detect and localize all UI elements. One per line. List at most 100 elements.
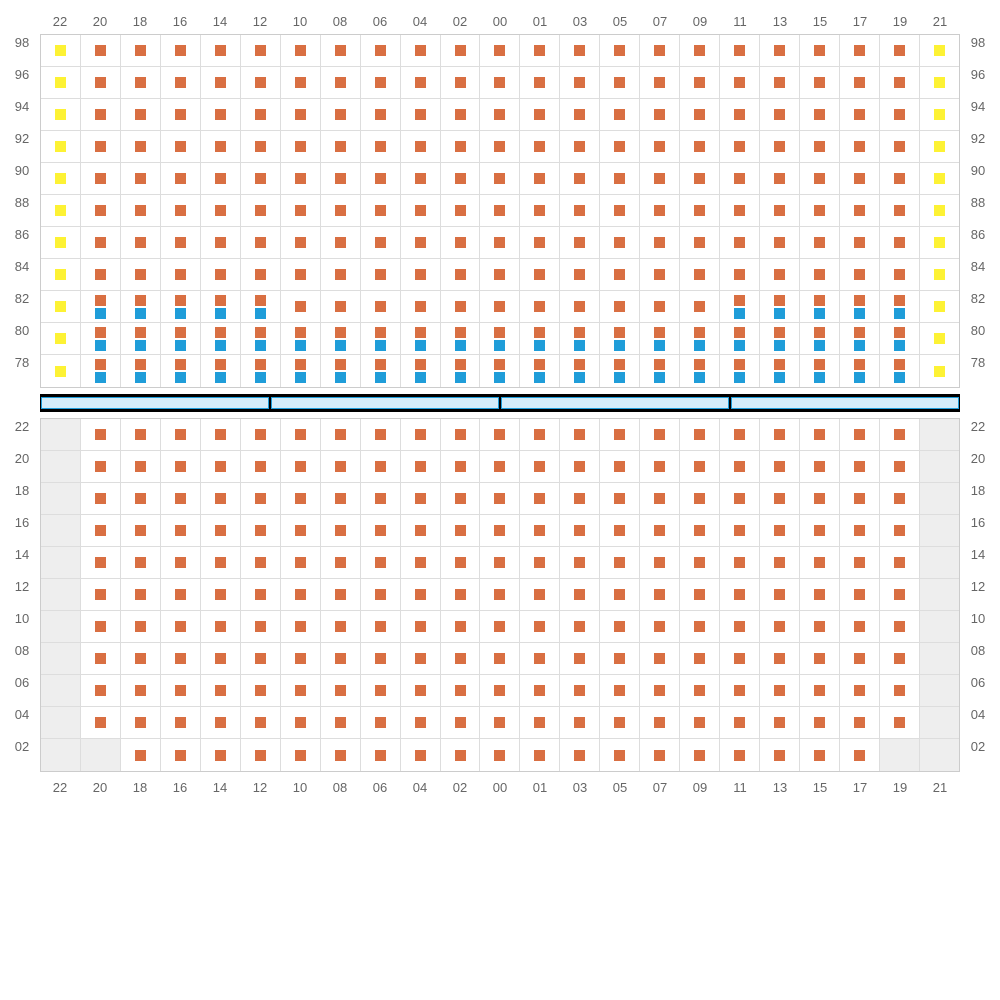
seat[interactable] [295,525,306,536]
seat-cell[interactable] [840,675,880,706]
seat[interactable] [934,333,945,344]
seat-cell[interactable] [720,707,760,738]
seat-cell[interactable] [600,291,640,322]
seat[interactable] [415,717,426,728]
seat[interactable] [574,359,585,370]
seat[interactable] [255,589,266,600]
seat[interactable] [894,327,905,338]
seat-cell[interactable] [441,227,481,258]
seat-cell[interactable] [441,35,481,66]
seat-cell[interactable] [401,515,441,546]
seat[interactable] [814,269,825,280]
seat-cell[interactable] [41,259,81,290]
seat-cell[interactable] [600,675,640,706]
seat-cell[interactable] [161,227,201,258]
seat-cell[interactable] [121,291,161,322]
seat[interactable] [614,77,625,88]
seat[interactable] [415,141,426,152]
seat-cell[interactable] [920,579,959,610]
seat-cell[interactable] [840,643,880,674]
seat-cell[interactable] [441,163,481,194]
seat[interactable] [814,750,825,761]
seat-cell[interactable] [880,579,920,610]
seat-cell[interactable] [520,579,560,610]
seat[interactable] [614,45,625,56]
seat-cell[interactable] [321,547,361,578]
seat-cell[interactable] [640,515,680,546]
seat-cell[interactable] [81,163,121,194]
seat-cell[interactable] [241,643,281,674]
seat-cell[interactable] [81,291,121,322]
seat-cell[interactable] [680,67,720,98]
seat-cell[interactable] [241,259,281,290]
seat-cell[interactable] [321,451,361,482]
seat-cell[interactable] [840,227,880,258]
seat[interactable] [255,493,266,504]
seat-cell[interactable] [361,451,401,482]
seat-cell[interactable] [760,227,800,258]
seat-cell[interactable] [720,611,760,642]
seat[interactable] [694,429,705,440]
seat-cell[interactable] [680,675,720,706]
seat[interactable] [854,77,865,88]
seat-cell[interactable] [560,675,600,706]
seat-cell[interactable] [600,355,640,387]
seat[interactable] [55,141,66,152]
seat-cell[interactable] [640,323,680,354]
seat[interactable] [814,45,825,56]
seat-cell[interactable] [680,259,720,290]
seat-cell[interactable] [281,291,321,322]
seat[interactable] [734,621,745,632]
seat-cell[interactable] [361,355,401,387]
seat-cell[interactable] [281,99,321,130]
seat-cell[interactable] [680,611,720,642]
seat-cell[interactable] [41,99,81,130]
seat[interactable] [335,173,346,184]
seat[interactable] [175,269,186,280]
seat[interactable] [55,269,66,280]
seat[interactable] [95,269,106,280]
seat[interactable] [494,237,505,248]
seat-cell[interactable] [680,131,720,162]
seat[interactable] [574,301,585,312]
seat-cell[interactable] [201,547,241,578]
seat[interactable] [55,77,66,88]
seat-cell[interactable] [920,611,959,642]
seat[interactable] [95,173,106,184]
seat[interactable] [694,173,705,184]
seat-cell[interactable] [920,419,959,450]
seat-cell[interactable] [401,227,441,258]
seat[interactable] [854,461,865,472]
seat-cell[interactable] [201,35,241,66]
seat[interactable] [614,493,625,504]
seat-cell[interactable] [201,99,241,130]
seat-cell[interactable] [720,99,760,130]
seat[interactable] [295,205,306,216]
seat-cell[interactable] [161,547,201,578]
seat-cell[interactable] [720,451,760,482]
seat-cell[interactable] [640,67,680,98]
seat-cell[interactable] [201,163,241,194]
seat-cell[interactable] [41,131,81,162]
seat-cell[interactable] [520,163,560,194]
seat-cell[interactable] [800,291,840,322]
seat-cell[interactable] [121,355,161,387]
seat[interactable] [135,269,146,280]
seat[interactable] [814,237,825,248]
seat-cell[interactable] [121,675,161,706]
seat-cell[interactable] [361,227,401,258]
seat-cell[interactable] [520,547,560,578]
seat[interactable] [614,269,625,280]
seat-cell[interactable] [920,35,959,66]
seat-cell[interactable] [361,419,401,450]
seat-cell[interactable] [840,515,880,546]
seat-cell[interactable] [281,195,321,226]
seat[interactable] [574,327,585,338]
seat[interactable] [534,493,545,504]
seat[interactable] [854,141,865,152]
seat[interactable] [375,45,386,56]
seat-cell[interactable] [760,611,800,642]
seat[interactable] [335,237,346,248]
seat[interactable] [55,173,66,184]
seat-cell[interactable] [520,35,560,66]
